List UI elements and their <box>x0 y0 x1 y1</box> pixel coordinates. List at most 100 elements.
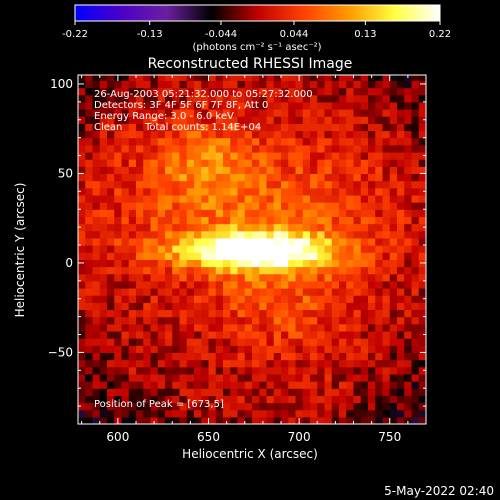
image-pixel <box>418 359 426 368</box>
image-pixel <box>404 180 413 189</box>
image-pixel <box>78 159 86 167</box>
image-pixel <box>172 159 181 167</box>
image-pixel <box>368 416 376 424</box>
image-pixel <box>128 151 137 160</box>
image-pixel <box>281 402 289 411</box>
image-pixel <box>389 187 398 196</box>
image-pixel <box>99 137 108 146</box>
image-pixel <box>346 180 355 189</box>
image-pixel <box>397 144 405 153</box>
image-pixel <box>382 287 391 296</box>
image-pixel <box>165 381 173 389</box>
image-pixel <box>186 137 195 146</box>
image-pixel <box>157 159 166 167</box>
image-pixel <box>252 194 260 203</box>
image-pixel <box>404 194 413 203</box>
image-pixel <box>150 116 159 124</box>
image-pixel <box>411 101 420 110</box>
image-pixel <box>302 209 311 217</box>
image-pixel <box>317 187 326 196</box>
image-pixel <box>324 116 333 124</box>
image-pixel <box>266 116 275 124</box>
image-pixel <box>252 373 260 382</box>
image-pixel <box>143 402 152 411</box>
image-pixel <box>331 166 340 175</box>
image-pixel <box>273 273 282 282</box>
image-pixel <box>331 352 340 361</box>
image-pixel <box>215 237 224 246</box>
image-pixel <box>368 280 376 289</box>
image-pixel <box>389 123 398 132</box>
image-pixel <box>107 309 115 318</box>
image-pixel <box>259 194 268 203</box>
image-pixel <box>114 280 123 289</box>
image-pixel <box>172 87 181 96</box>
image-pixel <box>252 359 260 368</box>
image-pixel <box>143 187 152 196</box>
image-pixel <box>244 323 253 332</box>
image-pixel <box>201 388 210 396</box>
image-pixel <box>397 80 405 89</box>
image-pixel <box>360 109 369 117</box>
image-pixel <box>237 352 246 361</box>
image-pixel <box>78 345 86 354</box>
image-pixel <box>121 366 130 375</box>
image-pixel <box>179 245 188 253</box>
image-pixel <box>165 302 173 311</box>
image-pixel <box>310 180 318 189</box>
image-pixel <box>92 194 101 203</box>
image-pixel <box>389 75 398 81</box>
image-pixel <box>353 402 362 411</box>
image-pixel <box>107 194 115 203</box>
image-pixel <box>375 101 384 110</box>
image-pixel <box>273 109 282 117</box>
image-pixel <box>157 373 166 382</box>
image-pixel <box>302 109 311 117</box>
image-pixel <box>259 216 268 225</box>
image-pixel <box>418 395 426 404</box>
image-pixel <box>324 373 333 382</box>
image-pixel <box>375 316 384 325</box>
image-pixel <box>353 409 362 418</box>
image-pixel <box>186 130 195 139</box>
image-pixel <box>317 202 326 210</box>
image-pixel <box>368 130 376 139</box>
image-pixel <box>85 388 94 396</box>
image-pixel <box>368 373 376 382</box>
image-pixel <box>150 352 159 361</box>
image-pixel <box>179 359 188 368</box>
image-pixel <box>223 237 231 246</box>
image-pixel <box>317 173 326 182</box>
image-pixel <box>244 373 253 382</box>
image-pixel <box>295 252 304 260</box>
image-pixel <box>375 109 384 117</box>
image-pixel <box>382 409 391 418</box>
image-pixel <box>186 352 195 361</box>
image-pixel <box>382 388 391 396</box>
image-pixel <box>302 266 311 275</box>
image-pixel <box>128 309 137 318</box>
image-pixel <box>331 216 340 225</box>
image-pixel <box>215 87 224 96</box>
image-pixel <box>375 194 384 203</box>
image-pixel <box>259 381 268 389</box>
image-pixel <box>215 116 224 124</box>
image-pixel <box>150 338 159 346</box>
image-pixel <box>411 366 420 375</box>
image-pixel <box>215 159 224 167</box>
image-pixel <box>288 80 297 89</box>
image-pixel <box>230 373 239 382</box>
image-pixel <box>157 287 166 296</box>
image-pixel <box>244 194 253 203</box>
image-pixel <box>317 409 326 418</box>
image-pixel <box>368 237 376 246</box>
image-pixel <box>397 252 405 260</box>
image-pixel <box>244 395 253 404</box>
image-pixel <box>114 402 123 411</box>
image-pixel <box>331 245 340 253</box>
image-pixel <box>165 159 173 167</box>
image-pixel <box>331 381 340 389</box>
image-pixel <box>411 216 420 225</box>
image-pixel <box>99 366 108 375</box>
image-pixel <box>121 395 130 404</box>
